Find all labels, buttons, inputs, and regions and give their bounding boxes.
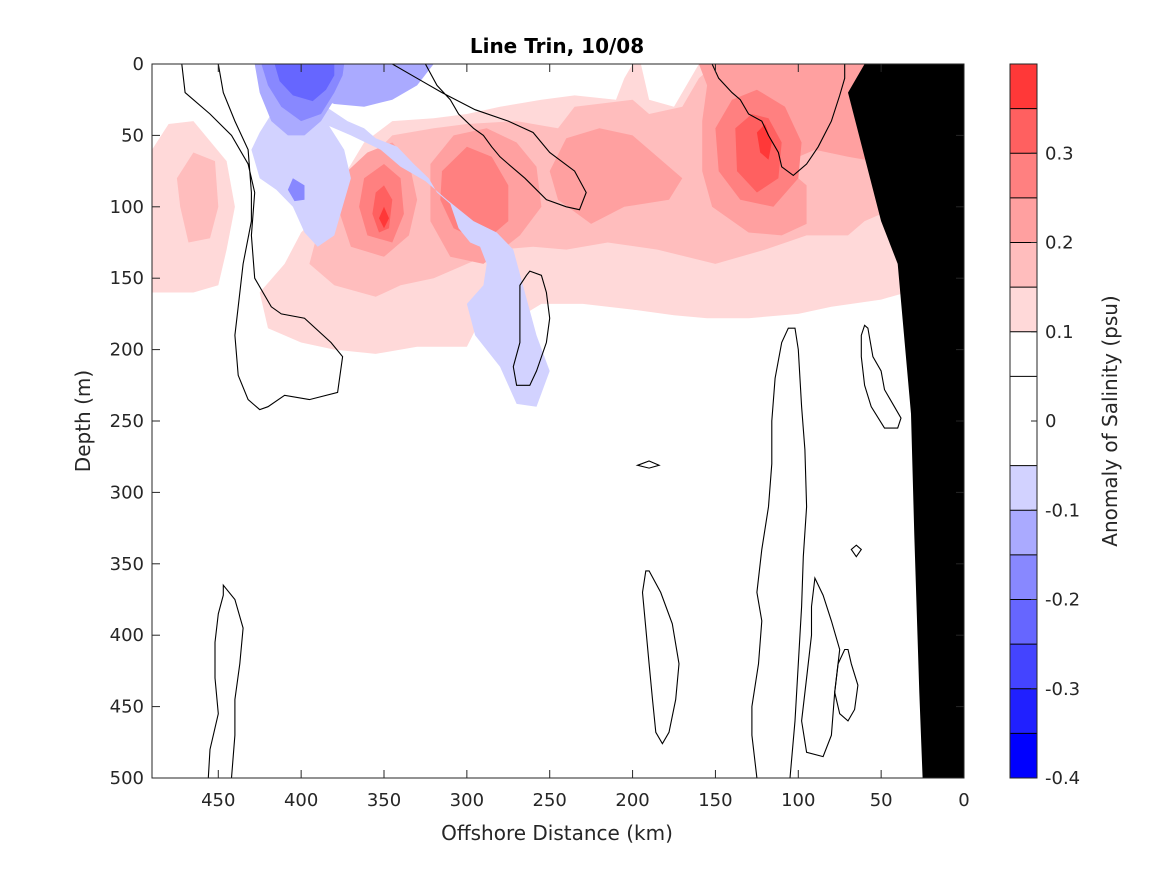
- colorbar-tick-label: -0.2: [1045, 590, 1080, 611]
- zero-contour-2: [512, 270, 551, 386]
- zero-contour-6: [860, 324, 902, 429]
- y-tick-label: 300: [110, 482, 144, 503]
- colorbar-band-4: [1010, 554, 1037, 600]
- colorbar-band-11: [1010, 197, 1037, 243]
- colorbar-band-8: [1010, 331, 1037, 377]
- contour-region-25: [274, 64, 335, 102]
- colorbar-band-5: [1010, 510, 1037, 555]
- y-axis-ticks: 0 50 100 150 200 250 300 350 400 450 500: [110, 54, 964, 789]
- contour-region-2: [176, 152, 219, 243]
- y-tick-label: 100: [110, 197, 144, 218]
- colorbar-band-13: [1010, 108, 1037, 154]
- y-tick-label: 500: [110, 768, 144, 789]
- colorbar-band-0: [1010, 733, 1037, 778]
- x-tick-label: 250: [533, 790, 567, 811]
- x-tick-label: 100: [781, 790, 815, 811]
- contour-region-24: [287, 178, 305, 202]
- chart-title: Line Trin, 10/08: [470, 34, 644, 58]
- y-axis-label: Depth (m): [71, 370, 95, 472]
- zero-contour-9: [207, 583, 244, 778]
- y-tick-label: 150: [110, 268, 144, 289]
- land-shape: [848, 64, 964, 778]
- land-mask: [848, 64, 964, 778]
- contour-region-18: [379, 206, 389, 229]
- zero-contour-8: [801, 576, 841, 758]
- colorbar-tick-label: -0.3: [1045, 679, 1080, 700]
- colorbar-band-9: [1010, 287, 1037, 332]
- colorbar-tick-label: 0.1: [1045, 322, 1074, 343]
- colorbar-tick-label: 0.3: [1045, 143, 1074, 164]
- zero-contour-5: [751, 327, 808, 778]
- y-tick-label: 200: [110, 340, 144, 361]
- zero-contour-10: [641, 570, 680, 745]
- y-tick-label: 0: [133, 54, 144, 75]
- colorbar-band-2: [1010, 644, 1037, 689]
- colorbar-tick-label: 0: [1045, 411, 1056, 432]
- colorbar: -0.4 -0.3 -0.2 -0.1 0 0.1 0.2 0.3: [1009, 63, 1080, 789]
- contour-region-12: [735, 114, 782, 193]
- x-tick-label: 450: [201, 790, 235, 811]
- zero-contour-0: [181, 64, 344, 411]
- x-tick-label: 350: [367, 790, 401, 811]
- contour-region-20: [251, 104, 351, 247]
- colorbar-tick-label: -0.1: [1045, 500, 1080, 521]
- y-tick-label: 350: [110, 554, 144, 575]
- x-tick-label: 50: [870, 790, 893, 811]
- colorbar-band-6: [1010, 465, 1037, 511]
- x-axis-label: Offshore Distance (km): [441, 821, 673, 845]
- contour-region-19: [268, 64, 550, 407]
- x-tick-label: 0: [958, 790, 969, 811]
- zero-contour-1: [391, 64, 587, 211]
- colorbar-band-10: [1010, 242, 1037, 288]
- zero-contour-7: [834, 648, 859, 722]
- colorbar-tick-label: 0.2: [1045, 233, 1074, 254]
- y-tick-label: 250: [110, 411, 144, 432]
- colorbar-band-12: [1010, 153, 1037, 198]
- y-tick-label: 450: [110, 697, 144, 718]
- zero-contour-4: [711, 64, 846, 177]
- x-axis-ticks: 450 400 350 300 250 200 150 100 50 0: [201, 64, 970, 811]
- contour-region-15: [756, 124, 772, 160]
- colorbar-label: Anomaly of Salinity (psu): [1098, 295, 1122, 546]
- zero-contour-3: [635, 460, 661, 469]
- x-tick-label: 200: [615, 790, 649, 811]
- colorbar-band-1: [1010, 688, 1037, 734]
- colorbar-band-14: [1010, 64, 1037, 109]
- y-tick-label: 400: [110, 625, 144, 646]
- x-tick-label: 400: [284, 790, 318, 811]
- y-tick-label: 50: [121, 125, 144, 146]
- colorbar-band-3: [1010, 599, 1037, 645]
- colorbar-tick-label: -0.4: [1045, 768, 1080, 789]
- x-tick-label: 300: [450, 790, 484, 811]
- zero-contour-11: [850, 544, 863, 558]
- zero-contour-lines: [181, 64, 902, 778]
- x-tick-label: 150: [698, 790, 732, 811]
